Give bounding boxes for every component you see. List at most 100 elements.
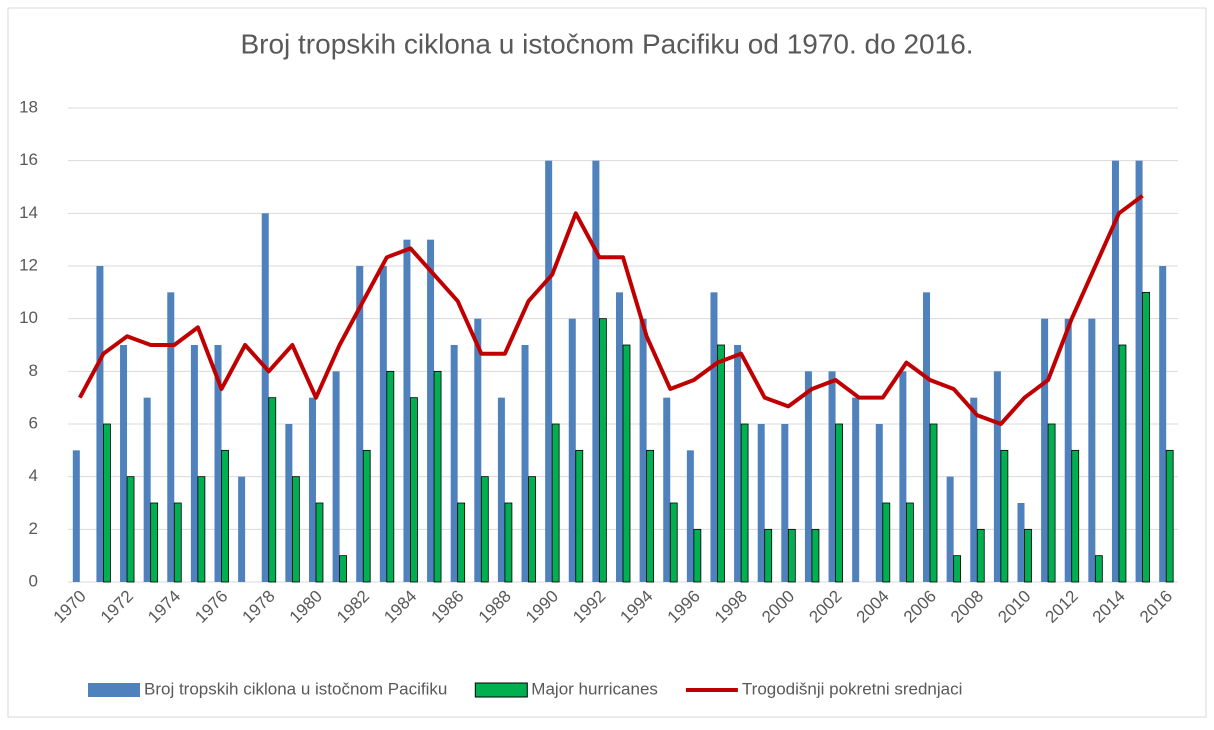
bar — [167, 292, 175, 582]
bar — [764, 528, 773, 583]
y-tick-label: 8 — [29, 361, 38, 380]
legend-swatch — [88, 683, 140, 697]
y-tick-label: 12 — [19, 255, 38, 274]
bar — [740, 423, 749, 583]
bar — [710, 292, 718, 582]
bar — [474, 318, 482, 582]
bar — [1165, 449, 1174, 583]
bar — [899, 371, 907, 582]
bar — [787, 528, 796, 583]
bar — [757, 424, 765, 582]
bar — [386, 370, 395, 583]
bar — [143, 397, 151, 582]
bar — [592, 160, 600, 582]
bar — [1142, 291, 1150, 583]
bar — [1064, 318, 1072, 582]
bar — [875, 424, 883, 582]
bar — [308, 397, 316, 582]
bar — [835, 423, 843, 583]
bar — [261, 213, 269, 583]
bar — [403, 239, 411, 582]
bar — [457, 502, 466, 583]
legend-label: Trogodišnji pokretni srednjaci — [742, 679, 962, 698]
bar — [811, 528, 820, 583]
chart-border — [7, 7, 1207, 718]
bar — [126, 476, 135, 583]
bar — [433, 370, 442, 583]
bar — [173, 502, 182, 583]
bar — [568, 318, 576, 582]
bar — [190, 345, 198, 582]
bar — [504, 502, 513, 583]
bar — [646, 449, 655, 583]
legend-label: Broj tropskih ciklona u istočnom Pacifik… — [144, 679, 447, 698]
bar — [734, 345, 742, 582]
line — [78, 194, 1144, 426]
bar — [669, 502, 678, 583]
bar — [285, 424, 293, 582]
y-tick-label: 14 — [19, 203, 38, 222]
chart-title: Broj tropskih ciklona u istočnom Pacifik… — [240, 28, 973, 59]
y-tick-label: 2 — [29, 519, 38, 538]
bar — [379, 266, 387, 582]
bar — [1135, 160, 1143, 582]
bar — [528, 476, 536, 583]
bar — [427, 239, 435, 582]
bar — [616, 292, 623, 582]
bar — [598, 318, 607, 583]
bar — [291, 476, 300, 583]
bar — [686, 450, 694, 582]
bar — [332, 371, 340, 582]
bar — [1071, 449, 1080, 583]
bar — [946, 476, 954, 582]
bar — [1094, 555, 1103, 583]
bar — [410, 397, 418, 583]
bar — [197, 476, 206, 583]
bar — [268, 397, 277, 583]
bar — [882, 502, 891, 583]
bar — [1017, 503, 1025, 582]
bar — [953, 555, 962, 583]
y-tick-label: 10 — [19, 308, 38, 327]
bar — [929, 423, 938, 583]
bar — [1088, 318, 1096, 582]
bar — [828, 371, 836, 582]
bar — [96, 266, 104, 582]
y-tick-label: 18 — [19, 97, 38, 116]
legend-label: Major hurricanes — [531, 679, 658, 698]
bar — [1024, 528, 1032, 583]
bar — [804, 371, 812, 582]
bar — [315, 502, 324, 583]
y-tick-label: 4 — [29, 466, 38, 485]
bar — [551, 423, 560, 583]
bar — [663, 397, 671, 582]
bar — [238, 476, 246, 582]
bar — [575, 449, 584, 583]
bar — [1041, 318, 1049, 582]
bar — [1047, 423, 1056, 583]
bar — [120, 345, 128, 582]
bar — [72, 450, 80, 582]
bar — [221, 449, 229, 583]
y-tick-label: 16 — [19, 150, 38, 169]
bar — [993, 371, 1001, 582]
bar — [781, 424, 789, 582]
bar — [970, 397, 978, 582]
bar — [521, 345, 529, 582]
bar — [214, 345, 222, 582]
bar — [852, 397, 860, 582]
bar — [103, 423, 111, 583]
bar — [976, 528, 985, 583]
bar — [906, 502, 914, 583]
legend-swatch — [474, 682, 528, 698]
bar — [639, 318, 647, 582]
y-tick-label: 6 — [29, 413, 38, 432]
bar — [356, 266, 364, 582]
bar — [1111, 160, 1119, 582]
bar — [622, 344, 631, 583]
bar — [545, 160, 553, 582]
bar — [362, 449, 371, 583]
bar — [923, 292, 931, 582]
bar — [480, 476, 489, 583]
